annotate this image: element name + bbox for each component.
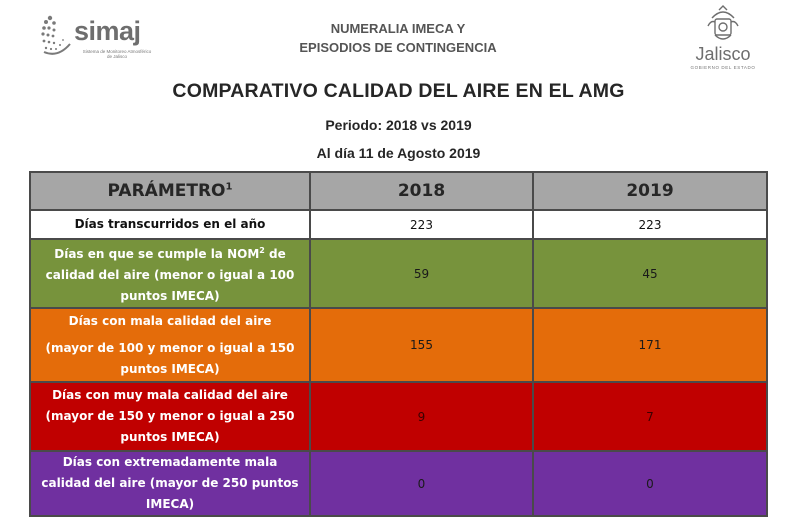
row-label-nom-b: de calidad del aire (menor o igual a 100… bbox=[45, 247, 295, 303]
simaj-swirl-icon bbox=[41, 15, 71, 55]
cell-2019-very-bad-quality: 7 bbox=[534, 383, 766, 450]
header-title-line2: EPISODIOS DE CONTINGENCIA bbox=[299, 40, 497, 55]
header-parametro: PARÁMETRO1 bbox=[31, 173, 309, 209]
simaj-logo: simaj Sistema de Monitoreo Atmosférico d… bbox=[40, 12, 152, 60]
cell-2019-bad-quality: 171 bbox=[534, 309, 766, 381]
jalisco-wordmark: Jalisco bbox=[695, 44, 751, 64]
cell-2018-extremely-bad-quality: 0 bbox=[311, 452, 532, 515]
cell-2019-nom-compliance: 45 bbox=[534, 240, 766, 307]
row-label-very-bad-quality: Días con muy mala calidad del aire (mayo… bbox=[31, 383, 309, 450]
row-label-bad-b: (mayor de 100 y menor o igual a 150 punt… bbox=[45, 340, 295, 376]
table-row-days-elapsed: Días transcurridos en el año 223 223 bbox=[31, 211, 766, 238]
cell-2018-nom-compliance: 59 bbox=[311, 240, 532, 307]
table-header-row: PARÁMETRO1 2018 2019 bbox=[31, 173, 766, 209]
cell-2019-days-elapsed: 223 bbox=[534, 211, 766, 238]
jalisco-logo: Jalisco GOBIERNO DEL ESTADO bbox=[683, 4, 763, 72]
header-parametro-text: PARÁMETRO bbox=[107, 181, 226, 201]
table-row-bad-quality: Días con mala calidad del aire (mayor de … bbox=[31, 309, 766, 381]
row-label-nom-compliance: Días en que se cumple la NOM2 de calidad… bbox=[31, 240, 309, 307]
row-label-days-elapsed: Días transcurridos en el año bbox=[31, 211, 309, 238]
simaj-tagline: Sistema de Monitoreo Atmosférico de Jali… bbox=[82, 49, 152, 59]
jalisco-crest-icon bbox=[707, 5, 739, 40]
main-title: COMPARATIVO CALIDAD DEL AIRE EN EL AMG bbox=[172, 80, 625, 102]
table-row-extremely-bad-quality: Días con extremadamente mala calidad del… bbox=[31, 452, 766, 515]
row-label-extremely-bad-quality: Días con extremadamente mala calidad del… bbox=[31, 452, 309, 515]
row-label-bad-a: Días con mala calidad del aire bbox=[68, 313, 272, 328]
row-label-nom-footnote: 2 bbox=[259, 246, 265, 255]
header-2019: 2019 bbox=[534, 173, 766, 209]
cell-2018-very-bad-quality: 9 bbox=[311, 383, 532, 450]
period-subtitle: Periodo: 2018 vs 2019 bbox=[325, 117, 472, 133]
header-title: NUMERALIA IMECA Y EPISODIOS DE CONTINGEN… bbox=[280, 19, 516, 57]
row-label-nom-a: Días en que se cumple la NOM bbox=[54, 247, 260, 261]
header-title-line1: NUMERALIA IMECA Y bbox=[330, 21, 466, 36]
cell-2018-days-elapsed: 223 bbox=[311, 211, 532, 238]
header-parametro-footnote: 1 bbox=[225, 181, 233, 193]
jalisco-subtitle: GOBIERNO DEL ESTADO bbox=[690, 65, 756, 70]
cell-2018-bad-quality: 155 bbox=[311, 309, 532, 381]
simaj-wordmark: simaj bbox=[74, 16, 141, 46]
cell-2019-extremely-bad-quality: 0 bbox=[534, 452, 766, 515]
header-2018: 2018 bbox=[311, 173, 532, 209]
air-quality-table: PARÁMETRO1 2018 2019 Días transcurridos … bbox=[29, 171, 768, 517]
table-row-nom-compliance: Días en que se cumple la NOM2 de calidad… bbox=[31, 240, 766, 307]
row-label-bad-quality: Días con mala calidad del aire (mayor de … bbox=[31, 309, 309, 381]
as-of-date: Al día 11 de Agosto 2019 bbox=[316, 145, 481, 161]
table-row-very-bad-quality: Días con muy mala calidad del aire (mayo… bbox=[31, 383, 766, 450]
